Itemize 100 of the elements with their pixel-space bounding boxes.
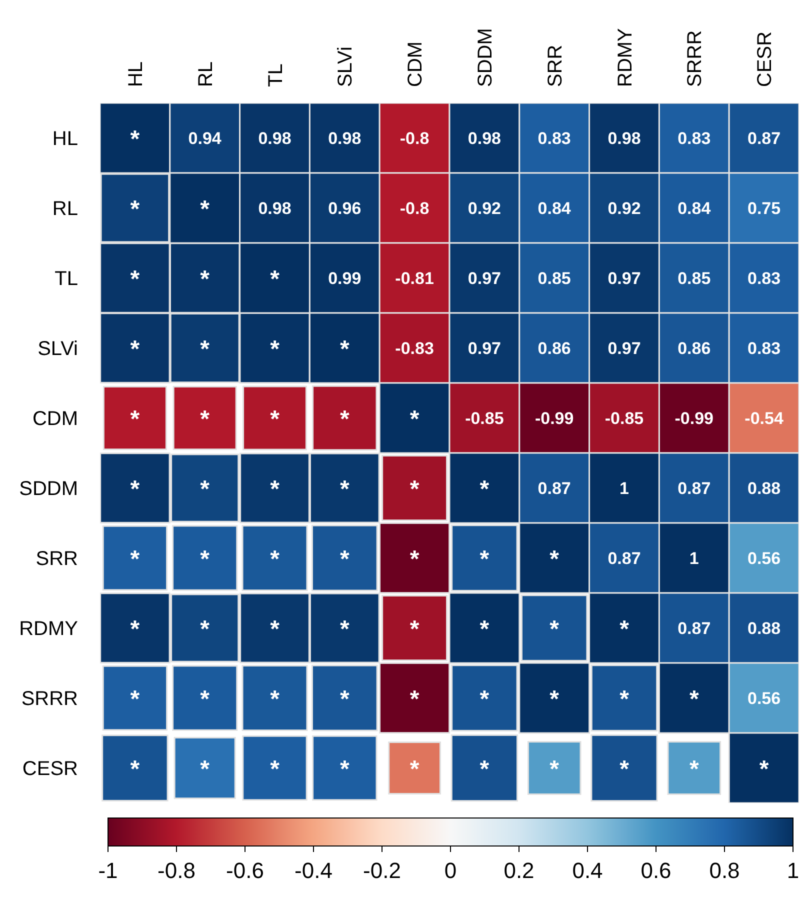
y-tick-label: HL <box>52 128 78 150</box>
y-tick-label: CESR <box>22 758 78 780</box>
x-tick-label: SRRR <box>684 30 706 87</box>
data-label: 0.88 <box>748 479 781 498</box>
color-bar-label: -0.2 <box>363 858 401 883</box>
data-label: * <box>130 686 140 713</box>
y-tick-label: SDDM <box>19 478 78 500</box>
data-label: * <box>200 406 210 433</box>
data-label: * <box>340 686 350 713</box>
data-label: * <box>620 756 630 783</box>
data-label: * <box>689 686 700 713</box>
data-label: 0.98 <box>468 129 501 148</box>
y-tick-label: RL <box>52 198 78 220</box>
color-bar-label: -0.4 <box>294 858 332 883</box>
data-label: 0.85 <box>538 269 571 288</box>
x-tick-label: RL <box>194 61 217 87</box>
color-bar-label: 0.4 <box>572 858 603 883</box>
data-label: * <box>340 546 350 573</box>
data-label: * <box>130 196 140 223</box>
data-label: 0.97 <box>608 269 641 288</box>
data-label: * <box>130 546 140 573</box>
data-label: * <box>480 476 490 503</box>
data-label: -0.85 <box>465 409 504 428</box>
data-label: * <box>340 616 350 643</box>
data-label: 0.97 <box>608 339 641 358</box>
data-label: 1 <box>689 549 699 568</box>
data-label: * <box>340 756 350 783</box>
data-label: * <box>550 686 560 713</box>
x-tick-label: CESR <box>754 31 776 87</box>
data-label: * <box>130 336 140 363</box>
color-bar-label: 0.2 <box>504 858 534 883</box>
data-label: 0.87 <box>748 129 781 148</box>
data-label: 0.99 <box>328 269 362 288</box>
data-label: 0.83 <box>678 129 711 148</box>
y-tick-label: RDMY <box>19 618 78 640</box>
y-tick-label: SRRR <box>21 688 78 710</box>
data-label: * <box>410 476 420 503</box>
x-tick-label: SRR <box>544 44 566 87</box>
data-label: 0.97 <box>468 269 501 288</box>
data-label: -0.85 <box>604 409 644 428</box>
data-label: * <box>270 406 280 433</box>
data-label: * <box>340 476 350 503</box>
data-label: * <box>200 266 210 293</box>
data-label: * <box>410 756 420 783</box>
data-label: * <box>270 476 280 503</box>
data-label: 0.98 <box>258 199 292 218</box>
data-label: 1 <box>620 479 629 498</box>
data-label: * <box>410 546 420 573</box>
data-label: 0.97 <box>468 339 501 358</box>
data-label: 0.87 <box>678 619 711 638</box>
data-label: * <box>620 686 630 713</box>
data-label: * <box>550 756 560 783</box>
color-bar-label: 0.6 <box>640 858 672 883</box>
color-bar-label: 0.8 <box>709 858 740 883</box>
y-tick-label: SRR <box>36 548 78 570</box>
data-label: * <box>340 336 350 363</box>
data-label: * <box>480 546 490 573</box>
data-label: * <box>200 616 210 643</box>
color-bar-label: 0 <box>444 858 457 883</box>
x-tick-label: SDDM <box>474 28 496 87</box>
color-bar-label: -0.6 <box>226 858 264 883</box>
data-label: * <box>200 546 210 573</box>
data-label: 0.98 <box>608 129 641 148</box>
data-label: * <box>480 616 490 643</box>
color-bar-label: -1 <box>98 858 118 883</box>
data-label: * <box>410 616 420 643</box>
data-label: 0.88 <box>748 619 781 638</box>
data-label: * <box>200 686 210 713</box>
x-tick-label: CDM <box>404 41 427 87</box>
data-label: * <box>130 756 140 783</box>
data-label: 0.84 <box>538 199 572 218</box>
data-label: 0.98 <box>258 129 292 148</box>
data-label: * <box>130 126 140 153</box>
data-label: -0.99 <box>534 409 574 428</box>
data-label: * <box>270 336 280 363</box>
data-label: 0.83 <box>748 339 781 358</box>
y-tick-label: CDM <box>32 408 78 430</box>
data-label: 0.96 <box>328 199 362 218</box>
data-label: 0.85 <box>678 269 711 288</box>
x-tick-label: SLVi <box>334 46 357 87</box>
data-label: * <box>270 756 280 783</box>
data-label: -0.99 <box>674 409 714 428</box>
color-bar-label: -0.8 <box>158 858 196 883</box>
x-tick-label: RDMY <box>614 28 636 87</box>
data-label: * <box>200 476 210 503</box>
y-tick-label: TL <box>54 268 78 290</box>
data-label: * <box>480 756 490 783</box>
data-label: -0.8 <box>400 129 430 148</box>
x-tick-label: TL <box>264 64 287 87</box>
data-label: 0.87 <box>608 549 641 568</box>
data-label: 0.84 <box>678 199 712 218</box>
data-label: * <box>550 546 560 573</box>
data-label: * <box>270 616 280 643</box>
data-label: * <box>200 196 210 223</box>
data-label: 0.56 <box>748 689 781 708</box>
data-label: * <box>620 616 630 643</box>
data-label: -0.83 <box>395 339 434 358</box>
data-label: * <box>270 266 280 293</box>
data-label: 0.87 <box>538 479 571 498</box>
data-label: -0.81 <box>395 269 434 288</box>
